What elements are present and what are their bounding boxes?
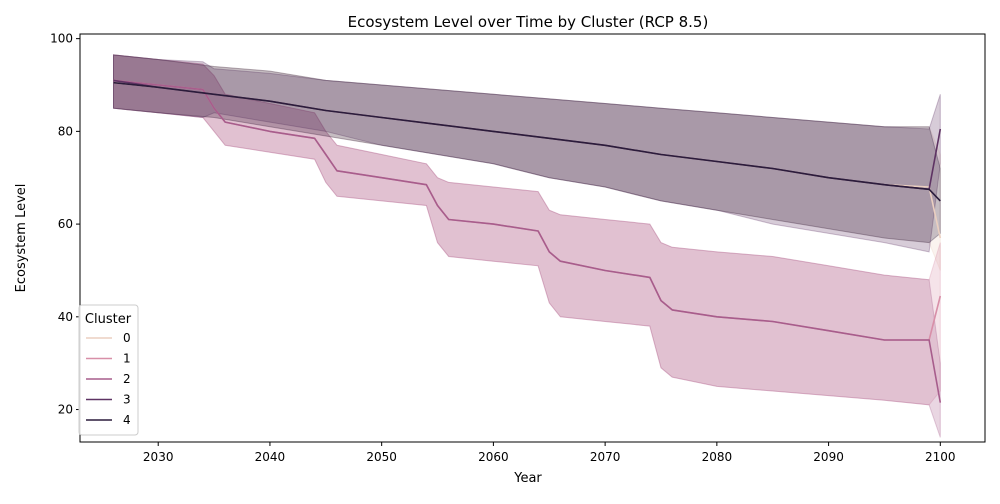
x-tick-label: 2050 — [366, 450, 397, 464]
legend-label-3: 3 — [123, 393, 131, 407]
y-tick-label: 60 — [58, 217, 73, 231]
line-cluster-2 — [113, 79, 942, 403]
confidence-bands — [113, 54, 941, 438]
legend-label-0: 0 — [123, 331, 131, 345]
x-tick-label: 2030 — [143, 450, 174, 464]
y-tick-label: 20 — [58, 403, 73, 417]
y-tick-label: 100 — [50, 32, 73, 46]
legend-label-2: 2 — [123, 372, 131, 386]
plot-frame — [79, 33, 986, 443]
legend-label-4: 4 — [123, 413, 131, 427]
band-cluster-4 — [113, 54, 941, 244]
legend-entries: 0 1 2 3 4 — [86, 331, 131, 427]
line-cluster-4 — [113, 81, 941, 202]
legend: Cluster 0 1 2 3 4 — [78, 304, 139, 436]
y-axis-ticks: 20 40 60 80 100 — [50, 32, 80, 417]
x-axis-label: Year — [513, 471, 542, 486]
x-axis-ticks: 2030 2040 2050 2060 2070 2080 2090 2100 — [143, 442, 956, 464]
x-tick-label: 2070 — [590, 450, 621, 464]
x-tick-label: 2040 — [255, 450, 286, 464]
y-tick-label: 80 — [58, 124, 73, 138]
x-tick-label: 2090 — [813, 450, 844, 464]
chart-title: Ecosystem Level over Time by Cluster (RC… — [348, 13, 709, 31]
y-tick-label: 40 — [58, 310, 73, 324]
x-tick-label: 2060 — [478, 450, 509, 464]
series-lines — [113, 79, 942, 403]
x-tick-label: 2100 — [925, 450, 956, 464]
band-cluster-2 — [113, 54, 941, 438]
y-axis-label: Ecosystem Level — [14, 184, 29, 293]
x-tick-label: 2080 — [702, 450, 733, 464]
legend-title: Cluster — [85, 312, 132, 327]
band-cluster-3 — [113, 54, 941, 253]
legend-label-1: 1 — [123, 352, 131, 366]
